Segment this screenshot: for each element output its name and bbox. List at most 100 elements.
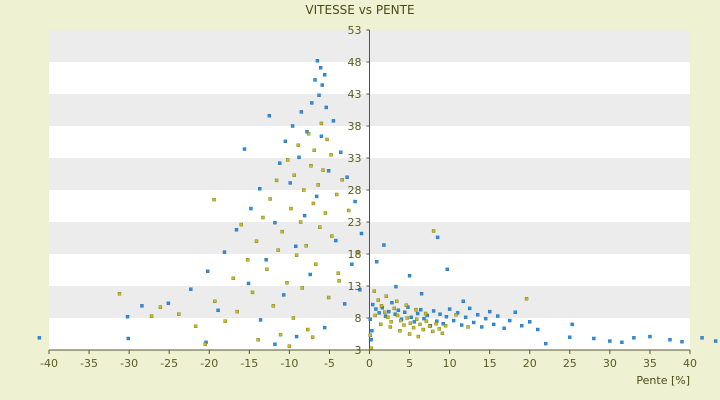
y-tick-label: 38 — [348, 120, 362, 133]
data-point — [223, 319, 227, 323]
data-point — [668, 338, 672, 342]
data-point — [487, 309, 492, 314]
data-point — [435, 235, 440, 240]
data-point — [273, 220, 277, 225]
data-point — [271, 304, 276, 308]
data-point — [117, 291, 122, 296]
y-tick-label: 18 — [348, 248, 362, 261]
y-tick-label: 53 — [348, 24, 362, 37]
data-point — [355, 251, 360, 255]
data-point — [463, 315, 468, 320]
data-point — [288, 181, 292, 185]
data-point — [402, 323, 406, 327]
data-point — [570, 322, 574, 327]
data-point — [325, 137, 329, 142]
data-point — [314, 262, 318, 266]
data-point — [235, 309, 239, 314]
data-point — [312, 148, 316, 153]
data-point — [431, 229, 436, 233]
data-point — [508, 318, 512, 323]
data-point — [231, 276, 235, 281]
data-point — [300, 286, 304, 290]
series-2 — [117, 121, 529, 350]
data-point — [369, 346, 373, 350]
data-point — [407, 332, 412, 336]
data-point — [158, 305, 163, 309]
data-point — [513, 310, 518, 314]
data-point — [372, 289, 377, 293]
data-point — [331, 119, 336, 123]
data-point — [261, 215, 265, 220]
data-point — [451, 318, 456, 323]
data-point — [350, 262, 354, 266]
data-point — [384, 294, 389, 298]
data-point — [193, 324, 198, 329]
data-point — [296, 143, 300, 147]
data-point — [383, 310, 387, 314]
data-point — [291, 316, 296, 320]
data-point — [239, 222, 244, 227]
data-point — [371, 302, 375, 307]
data-point — [374, 307, 378, 311]
data-point — [205, 269, 210, 273]
data-point — [258, 187, 262, 191]
data-point — [286, 158, 290, 162]
data-point — [274, 178, 279, 183]
data-point — [330, 234, 334, 238]
data-point — [418, 322, 422, 327]
data-point — [632, 336, 636, 340]
data-point — [415, 311, 420, 316]
data-point — [317, 93, 321, 97]
y-tick-label: 28 — [348, 184, 362, 197]
axes — [48, 29, 691, 354]
data-point — [475, 313, 480, 317]
data-point — [443, 323, 448, 328]
y-tick-label: 13 — [348, 280, 362, 293]
data-point — [302, 188, 306, 192]
data-point — [404, 303, 409, 307]
data-point — [306, 327, 310, 332]
x-tick-label: 15 — [483, 357, 497, 370]
data-point — [375, 259, 379, 264]
data-point — [368, 333, 373, 337]
x-tick-label: 10 — [443, 357, 457, 370]
x-tick-label: 20 — [523, 357, 537, 370]
data-point — [416, 334, 421, 339]
data-point — [254, 239, 259, 243]
data-point — [189, 287, 193, 291]
data-point — [302, 213, 307, 218]
data-point — [287, 344, 292, 348]
y-tick-label: 23 — [348, 216, 362, 229]
data-point — [713, 339, 718, 343]
x-tick-label: -35 — [80, 357, 98, 370]
data-point — [466, 325, 470, 329]
data-point — [491, 322, 496, 327]
data-point — [379, 304, 384, 308]
data-point — [370, 329, 374, 333]
data-point — [316, 183, 320, 187]
data-point — [408, 321, 413, 325]
data-point — [280, 229, 284, 234]
data-point — [222, 250, 227, 254]
x-tick-label: 40 — [683, 357, 697, 370]
data-point — [395, 299, 399, 304]
x-axis-label: Pente [%] — [636, 374, 690, 387]
data-point — [329, 153, 333, 157]
data-point — [403, 310, 407, 314]
x-tick-label: -25 — [160, 357, 178, 370]
data-point — [298, 220, 303, 224]
data-point — [387, 309, 391, 314]
x-tick-label: 30 — [603, 357, 617, 370]
data-point — [338, 150, 343, 154]
data-point — [377, 311, 381, 315]
data-point — [441, 322, 445, 326]
data-point — [483, 316, 488, 321]
data-point — [409, 315, 413, 320]
data-point — [324, 105, 328, 110]
data-point — [310, 101, 314, 105]
data-point — [434, 322, 438, 326]
data-point — [310, 335, 315, 339]
y-tick-label: 33 — [348, 152, 362, 165]
data-point — [125, 315, 130, 319]
